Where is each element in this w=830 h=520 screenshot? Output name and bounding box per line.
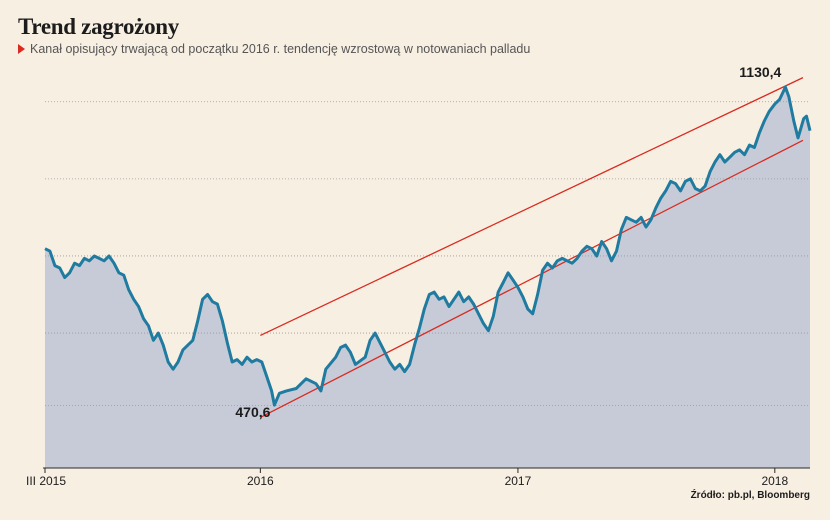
x-tick-label-3: 2018	[761, 474, 788, 488]
x-tick-label-2: 2017	[505, 474, 532, 488]
chart-title: Trend zagrożony	[18, 14, 179, 39]
source-note: Źródło: pb.pl, Bloomberg	[690, 490, 810, 501]
x-tick-label-0: III 2015	[26, 474, 66, 488]
chart-subtitle-text: Kanał opisujący trwającą od początku 201…	[30, 42, 531, 56]
chart-subtitle: Kanał opisujący trwającą od początku 201…	[18, 42, 530, 56]
annotation-label-1: 1130,4	[739, 64, 781, 80]
channel-line-lower	[260, 139, 804, 418]
x-tick-label-1: 2016	[247, 474, 274, 488]
series-line	[44, 85, 812, 407]
red-triangle-icon	[18, 44, 25, 54]
channel-line-upper	[260, 77, 804, 337]
annotation-label-0: 470,6	[235, 404, 270, 420]
series-area	[45, 87, 810, 468]
